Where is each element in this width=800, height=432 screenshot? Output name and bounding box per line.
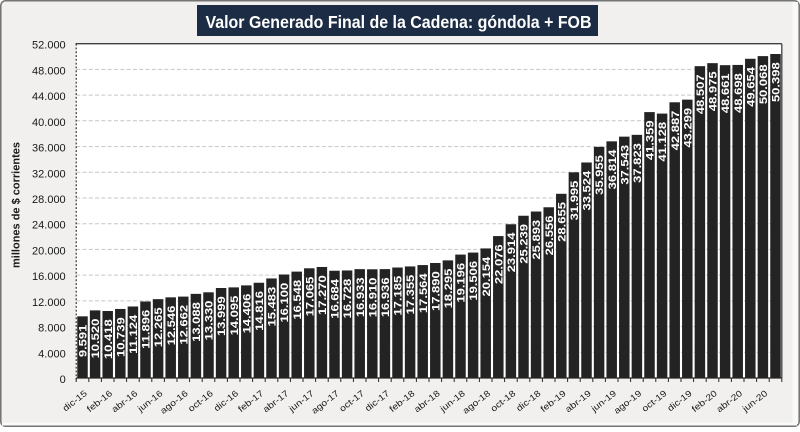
svg-text:37.543: 37.543 xyxy=(618,145,631,185)
svg-text:14.095: 14.095 xyxy=(228,295,241,335)
svg-text:16.100: 16.100 xyxy=(278,282,291,322)
svg-text:41.359: 41.359 xyxy=(644,120,657,160)
svg-text:50.398: 50.398 xyxy=(770,62,783,102)
svg-text:37.823: 37.823 xyxy=(631,143,644,183)
svg-text:11.896: 11.896 xyxy=(140,309,153,348)
svg-text:33.524: 33.524 xyxy=(581,170,594,210)
svg-text:48.661: 48.661 xyxy=(719,73,732,113)
svg-text:48.975: 48.975 xyxy=(707,71,720,111)
svg-text:50.068: 50.068 xyxy=(757,64,770,104)
svg-text:20.154: 20.154 xyxy=(480,256,493,296)
svg-text:17.270: 17.270 xyxy=(316,275,329,315)
svg-text:26.556: 26.556 xyxy=(543,215,556,255)
svg-text:17.185: 17.185 xyxy=(392,275,405,315)
svg-text:17.065: 17.065 xyxy=(303,276,316,316)
svg-text:17.564: 17.564 xyxy=(417,273,430,313)
svg-text:12.546: 12.546 xyxy=(165,305,178,345)
svg-text:millones de $ corrientes: millones de $ corrientes xyxy=(11,142,23,268)
svg-text:0: 0 xyxy=(60,374,66,386)
svg-text:13.999: 13.999 xyxy=(215,296,228,336)
svg-text:10.520: 10.520 xyxy=(89,318,102,358)
svg-text:19.506: 19.506 xyxy=(467,261,480,301)
svg-text:11.124: 11.124 xyxy=(127,314,140,353)
svg-text:48.000: 48.000 xyxy=(32,65,66,77)
svg-text:25.239: 25.239 xyxy=(518,224,531,264)
svg-text:12.662: 12.662 xyxy=(177,305,190,345)
svg-text:13.330: 13.330 xyxy=(203,300,216,340)
svg-text:9.591: 9.591 xyxy=(77,324,90,357)
svg-text:52.000: 52.000 xyxy=(32,40,66,52)
svg-text:16.000: 16.000 xyxy=(32,271,66,283)
svg-text:48.698: 48.698 xyxy=(732,73,745,113)
svg-text:10.418: 10.418 xyxy=(102,319,115,359)
svg-text:16.728: 16.728 xyxy=(341,278,354,318)
svg-text:16.548: 16.548 xyxy=(291,280,304,320)
svg-text:48.507: 48.507 xyxy=(694,74,707,114)
svg-text:43.299: 43.299 xyxy=(681,108,694,148)
svg-text:22.076: 22.076 xyxy=(492,244,505,284)
svg-text:14.816: 14.816 xyxy=(253,291,266,331)
svg-text:31.995: 31.995 xyxy=(568,180,581,220)
svg-text:23.914: 23.914 xyxy=(505,232,518,272)
svg-text:15.483: 15.483 xyxy=(266,286,279,326)
svg-text:44.000: 44.000 xyxy=(32,91,66,103)
svg-text:12.000: 12.000 xyxy=(32,297,66,309)
svg-text:13.088: 13.088 xyxy=(190,302,203,342)
svg-text:12.265: 12.265 xyxy=(152,307,165,347)
svg-text:16.910: 16.910 xyxy=(366,277,379,317)
svg-text:4.000: 4.000 xyxy=(38,348,66,360)
svg-text:19.196: 19.196 xyxy=(455,263,468,303)
svg-text:17.890: 17.890 xyxy=(429,271,442,311)
svg-text:24.000: 24.000 xyxy=(32,220,66,232)
svg-text:28.000: 28.000 xyxy=(32,194,66,206)
svg-text:35.955: 35.955 xyxy=(593,155,606,195)
svg-text:40.000: 40.000 xyxy=(32,117,66,129)
svg-text:16.936: 16.936 xyxy=(379,277,392,317)
svg-text:36.814: 36.814 xyxy=(606,149,619,189)
svg-text:20.000: 20.000 xyxy=(32,245,66,257)
svg-text:41.128: 41.128 xyxy=(656,122,669,162)
svg-text:36.000: 36.000 xyxy=(32,143,66,155)
svg-text:49.654: 49.654 xyxy=(744,67,757,107)
svg-text:17.355: 17.355 xyxy=(404,274,417,314)
svg-text:Valor Generado Final de la Cad: Valor Generado Final de la Cadena: góndo… xyxy=(206,12,592,32)
svg-text:25.893: 25.893 xyxy=(530,219,543,259)
svg-text:10.739: 10.739 xyxy=(114,317,127,357)
svg-text:8.000: 8.000 xyxy=(38,323,66,335)
svg-text:16.933: 16.933 xyxy=(354,277,367,317)
svg-text:42.887: 42.887 xyxy=(669,110,682,150)
svg-text:32.000: 32.000 xyxy=(32,168,66,180)
svg-text:14.406: 14.406 xyxy=(240,293,253,333)
svg-text:28.655: 28.655 xyxy=(555,202,568,242)
svg-text:18.295: 18.295 xyxy=(442,268,455,308)
svg-text:16.684: 16.684 xyxy=(329,279,342,319)
